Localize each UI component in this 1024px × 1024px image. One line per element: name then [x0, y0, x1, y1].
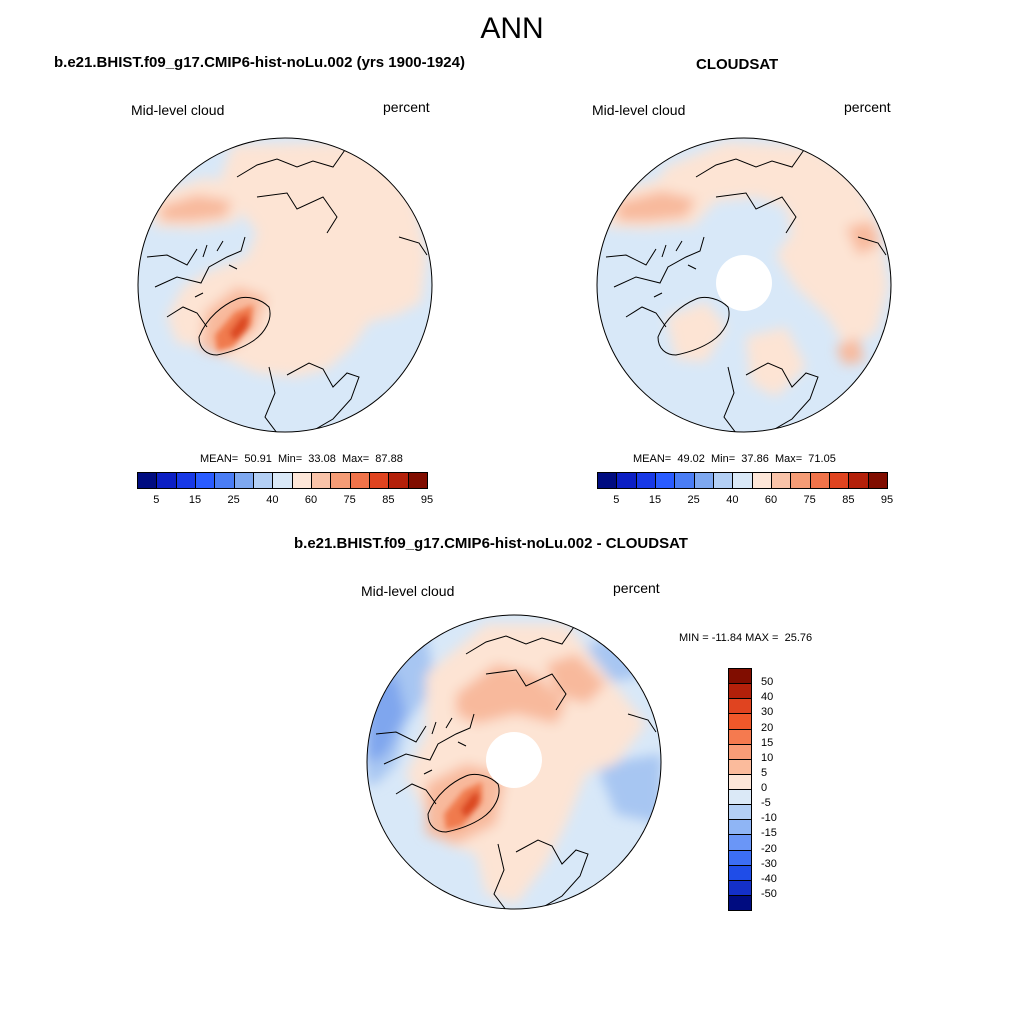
model-colorbar-ticks: 5 15 25 40 60 75 85 95 [137, 494, 433, 508]
diff-panel-title: b.e21.BHIST.f09_g17.CMIP6-hist-noLu.002 … [294, 535, 688, 552]
model-variable-label: Mid-level cloud [131, 102, 225, 118]
colorbar-tick-label: 75 [343, 494, 356, 506]
colorbar-tick-label: -15 [761, 827, 777, 840]
colorbar-tick-label: 85 [382, 494, 395, 506]
colorbar-swatch [751, 472, 772, 489]
colorbar-swatch [349, 472, 370, 489]
obs-stats: MEAN= 49.02 Min= 37.86 Max= 71.05 [633, 453, 836, 465]
colorbar-tick-label: -20 [761, 842, 777, 855]
colorbar-swatch [728, 789, 752, 806]
colorbar-swatch [291, 472, 312, 489]
colorbar-swatch [330, 472, 351, 489]
colorbar-swatch [214, 472, 235, 489]
colorbar-swatch [616, 472, 637, 489]
colorbar-tick-label: 40 [761, 691, 774, 704]
obs-polar-map [596, 137, 892, 433]
obs-colorbar-ticks: 5 15 25 40 60 75 85 95 [597, 494, 893, 508]
colorbar-swatch [728, 804, 752, 821]
obs-colorbar [597, 472, 888, 489]
colorbar-tick-label: 5 [761, 766, 768, 779]
model-units-label: percent [383, 99, 430, 115]
colorbar-tick-label: 25 [687, 494, 700, 506]
obs-variable-label: Mid-level cloud [592, 102, 686, 118]
colorbar-tick-label: 20 [761, 721, 774, 734]
diff-colorbar [728, 668, 752, 911]
colorbar-swatch [728, 879, 752, 896]
colorbar-swatch [728, 834, 752, 851]
colorbar-swatch [728, 683, 752, 700]
model-stats: MEAN= 50.91 Min= 33.08 Max= 87.88 [200, 453, 403, 465]
colorbar-swatch [728, 728, 752, 745]
colorbar-swatch [693, 472, 714, 489]
colorbar-swatch [195, 472, 216, 489]
model-polar-map [137, 137, 433, 433]
colorbar-swatch [175, 472, 196, 489]
colorbar-swatch [253, 472, 274, 489]
obs-panel-title: CLOUDSAT [696, 56, 779, 73]
colorbar-swatch [137, 472, 158, 489]
colorbar-swatch [311, 472, 332, 489]
colorbar-tick-label: 15 [188, 494, 202, 506]
colorbar-swatch [407, 472, 428, 489]
colorbar-tick-label: -40 [761, 872, 777, 885]
diff-stats: MIN = -11.84 MAX = 25.76 [679, 632, 813, 644]
colorbar-tick-label: -30 [761, 857, 777, 870]
colorbar-swatch [635, 472, 656, 489]
obs-units-label: percent [844, 99, 891, 115]
colorbar-swatch [732, 472, 753, 489]
colorbar-swatch [848, 472, 869, 489]
colorbar-tick-label: 40 [266, 494, 279, 506]
colorbar-swatch [156, 472, 177, 489]
colorbar-tick-label: 5 [613, 494, 620, 506]
colorbar-tick-label: 40 [726, 494, 739, 506]
figure-title: ANN [480, 12, 544, 45]
colorbar-swatch [597, 472, 618, 489]
colorbar-swatch [728, 668, 752, 685]
colorbar-tick-label: 10 [761, 751, 774, 764]
colorbar-tick-label: 60 [764, 494, 778, 506]
colorbar-swatch [655, 472, 676, 489]
colorbar-tick-label: 15 [761, 736, 774, 749]
colorbar-tick-label: 5 [153, 494, 160, 506]
colorbar-swatch [771, 472, 792, 489]
model-colorbar [137, 472, 428, 489]
colorbar-tick-label: 95 [420, 494, 434, 506]
colorbar-tick-label: 60 [304, 494, 318, 506]
colorbar-tick-label: 25 [227, 494, 240, 506]
colorbar-tick-label: 15 [648, 494, 662, 506]
colorbar-swatch [790, 472, 811, 489]
colorbar-swatch [388, 472, 409, 489]
colorbar-tick-label: 30 [761, 706, 774, 719]
colorbar-swatch [728, 758, 752, 775]
model-panel-title: b.e21.BHIST.f09_g17.CMIP6-hist-noLu.002 … [54, 54, 465, 71]
diff-colorbar-ticks: 50 40 30 20 15 10 5 0 -5 -10 -15 -20 -30 -40 -50 [761, 668, 801, 910]
colorbar-tick-label: 95 [880, 494, 894, 506]
colorbar-tick-label: 50 [761, 676, 774, 689]
colorbar-tick-label: 75 [803, 494, 816, 506]
diff-variable-label: Mid-level cloud [361, 583, 455, 599]
colorbar-swatch [272, 472, 293, 489]
colorbar-swatch [809, 472, 830, 489]
colorbar-tick-label: -5 [761, 797, 771, 810]
colorbar-swatch [713, 472, 734, 489]
colorbar-tick-label: 0 [761, 782, 768, 794]
diff-units-label: percent [613, 580, 660, 596]
colorbar-swatch [728, 773, 752, 790]
colorbar-swatch [728, 849, 752, 866]
colorbar-swatch [369, 472, 390, 489]
diff-polar-map [366, 614, 662, 910]
colorbar-swatch [728, 713, 752, 730]
colorbar-swatch [728, 819, 752, 836]
colorbar-swatch [728, 894, 752, 911]
colorbar-swatch [728, 864, 752, 881]
colorbar-swatch [867, 472, 888, 489]
colorbar-swatch [674, 472, 695, 489]
colorbar-tick-label: -50 [761, 887, 777, 900]
colorbar-swatch [728, 743, 752, 760]
colorbar-swatch [233, 472, 254, 489]
colorbar-tick-label: -10 [761, 812, 777, 825]
colorbar-tick-label: 85 [842, 494, 855, 506]
colorbar-swatch [829, 472, 850, 489]
colorbar-swatch [728, 698, 752, 715]
